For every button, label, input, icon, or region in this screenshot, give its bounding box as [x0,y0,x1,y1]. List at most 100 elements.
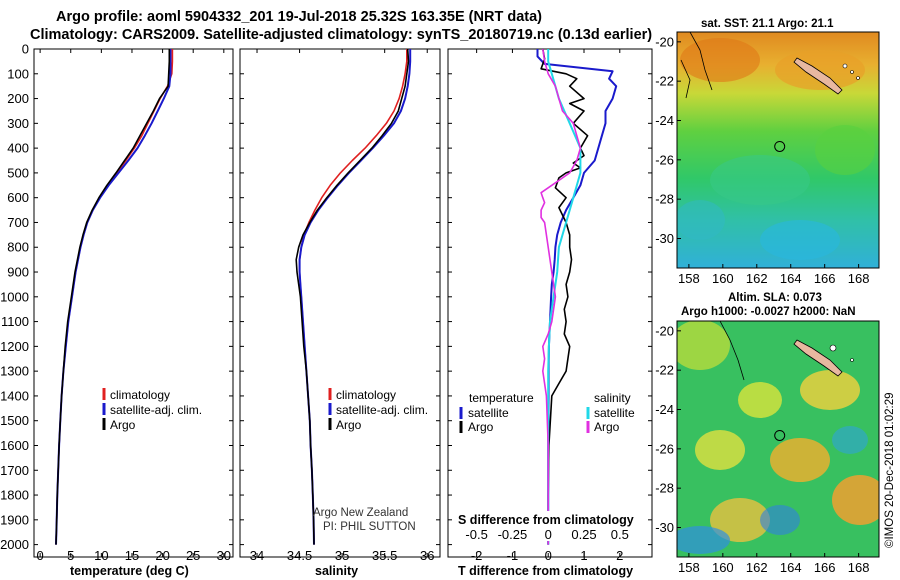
map-x-tick-label: 160 [712,560,734,575]
sst-map: sat. SST: 21.1 Argo: 21.1 158 160 162 164 16… [655,18,880,286]
top-tick-label: -0.5 [465,527,487,542]
x-tick-label: 34.5 [287,548,312,563]
depth-tick-label: 700 [7,215,29,230]
new-caledonia-island [793,57,843,95]
top-tick-label: -0.25 [498,527,528,542]
series-line [55,49,171,545]
sla-map: Altim. SLA: 0.073 Argo h1000: -0.0027 h2… [655,292,880,575]
legend-label: satellite-adj. clim. [110,403,202,417]
salinity-plot-frame [239,48,441,558]
series-line [540,49,589,545]
map-x-tick-label: 158 [678,560,700,575]
depth-tick-label: 800 [7,240,29,255]
sst-argo-location-marker [774,140,786,152]
difference-panel: -2 -1 0 1 2 T difference from climatology S … [447,48,653,578]
map-x-tick-label: 158 [678,271,700,286]
x-tick-label: 2 [616,548,623,563]
x-tick-label: 10 [94,548,108,563]
legend-label: satellite-adj. clim. [336,403,428,417]
legend-label: Argo [110,418,136,432]
top-tick-label: 0 [545,527,552,542]
sla-map-frame [676,320,880,558]
x-tick-label: -1 [507,548,519,563]
salinity-panel: 34 34.5 35 35.5 36 salinity climatologysatel… [239,48,441,578]
depth-tick-label: 200 [7,91,29,106]
depth-tick-label: 300 [7,116,29,131]
map-x-tick-label: 168 [848,271,870,286]
figure-title-line2: Climatology: CARS2009. Satellite-adjuste… [30,27,652,43]
x-tick-label: 25 [186,548,200,563]
top-tick-label: 0.5 [611,527,629,542]
sst-map-frame [676,31,880,269]
watermark: ©IMOS 20-Dec-2018 01:02:29 [884,392,896,548]
depth-tick-label: 1300 [0,364,29,379]
map-y-tick-label: -20 [655,34,674,49]
x-tick-label: 1 [580,548,587,563]
temperature-panel: 0 5 10 15 20 25 30 temperature (deg C) climato… [33,48,234,578]
depth-tick-label: 1900 [0,512,29,527]
x-tick-label: 30 [217,548,231,563]
x-tick-label: 35.5 [372,548,397,563]
sla-argo-location-marker [774,429,786,441]
map-y-tick-label: -30 [655,520,674,535]
map-y-tick-label: -26 [655,441,674,456]
x-tick-label: 20 [155,548,169,563]
map-x-tick-label: 162 [746,560,768,575]
depth-tick-label: 1000 [0,289,29,304]
series-line [540,49,582,545]
legend-label: Argo [468,420,494,434]
depth-tick-label: 1500 [0,413,29,428]
depth-tick-label: 900 [7,265,29,280]
legend-title-salinity: salinity [594,391,631,405]
temperature-xlabel: temperature (deg C) [70,564,189,578]
map-y-tick-label: -22 [655,74,674,89]
map-x-tick-label: 160 [712,271,734,286]
x-tick-label: -2 [471,548,483,563]
top-tick-label: 0.25 [571,527,596,542]
x-tick-label: 36 [420,548,434,563]
depth-tick-label: 2000 [0,537,29,552]
x-tick-label: 34 [250,548,264,563]
map-x-tick-label: 162 [746,271,768,286]
depth-tick-label: 100 [7,66,29,81]
map-y-tick-label: -28 [655,481,674,496]
annotation-program: Argo New Zealand [313,507,408,519]
map-y-tick-label: -22 [655,363,674,378]
sla-map-title-2: Argo h1000: -0.0027 h2000: NaN [681,306,856,318]
map-y-tick-label: -24 [655,402,674,417]
salinity-xlabel: salinity [315,564,358,578]
depth-tick-label: 1400 [0,388,29,403]
depth-tick-label: 0 [22,42,29,57]
annotation-pi: PI: PHIL SUTTON [323,521,416,533]
depth-tick-label: 400 [7,141,29,156]
top-axis-box [455,511,645,541]
x-tick-label: 35 [335,548,349,563]
sst-map-title: sat. SST: 21.1 Argo: 21.1 [701,18,834,30]
legend-label: satellite [594,406,635,420]
legend-label: Argo [336,418,362,432]
temperature-plot-frame [33,48,234,558]
map-x-tick-label: 164 [780,560,802,575]
x-tick-label: 0 [37,548,44,563]
map-x-tick-label: 166 [814,560,836,575]
new-caledonia-island-2 [793,339,843,377]
map-y-tick-label: -30 [655,231,674,246]
sla-map-title-1: Altim. SLA: 0.073 [728,292,822,304]
map-y-tick-label: -28 [655,192,674,207]
x-tick-label: 0 [545,548,552,563]
depth-tick-label: 1600 [0,438,29,453]
legend-label: climatology [336,388,396,402]
figure-title-line1: Argo profile: aoml 5904332_201 19-Jul-20… [56,9,542,25]
difference-xlabel-bottom: T difference from climatology [458,564,633,578]
map-y-tick-label: -24 [655,113,674,128]
map-x-tick-label: 164 [780,271,802,286]
depth-tick-label: 1100 [1,314,29,329]
legend-title-temperature: temperature [469,391,534,405]
map-x-tick-label: 168 [848,560,870,575]
depth-axis: 0 100 200 300 400 500 600 700 800 900 1000 1100 1200… [0,42,29,553]
depth-tick-label: 1700 [0,463,29,478]
depth-tick-label: 1200 [0,339,29,354]
map-y-tick-label: -20 [655,323,674,338]
map-y-tick-label: -26 [655,152,674,167]
difference-xlabel-top: S difference from climatology [458,513,634,527]
